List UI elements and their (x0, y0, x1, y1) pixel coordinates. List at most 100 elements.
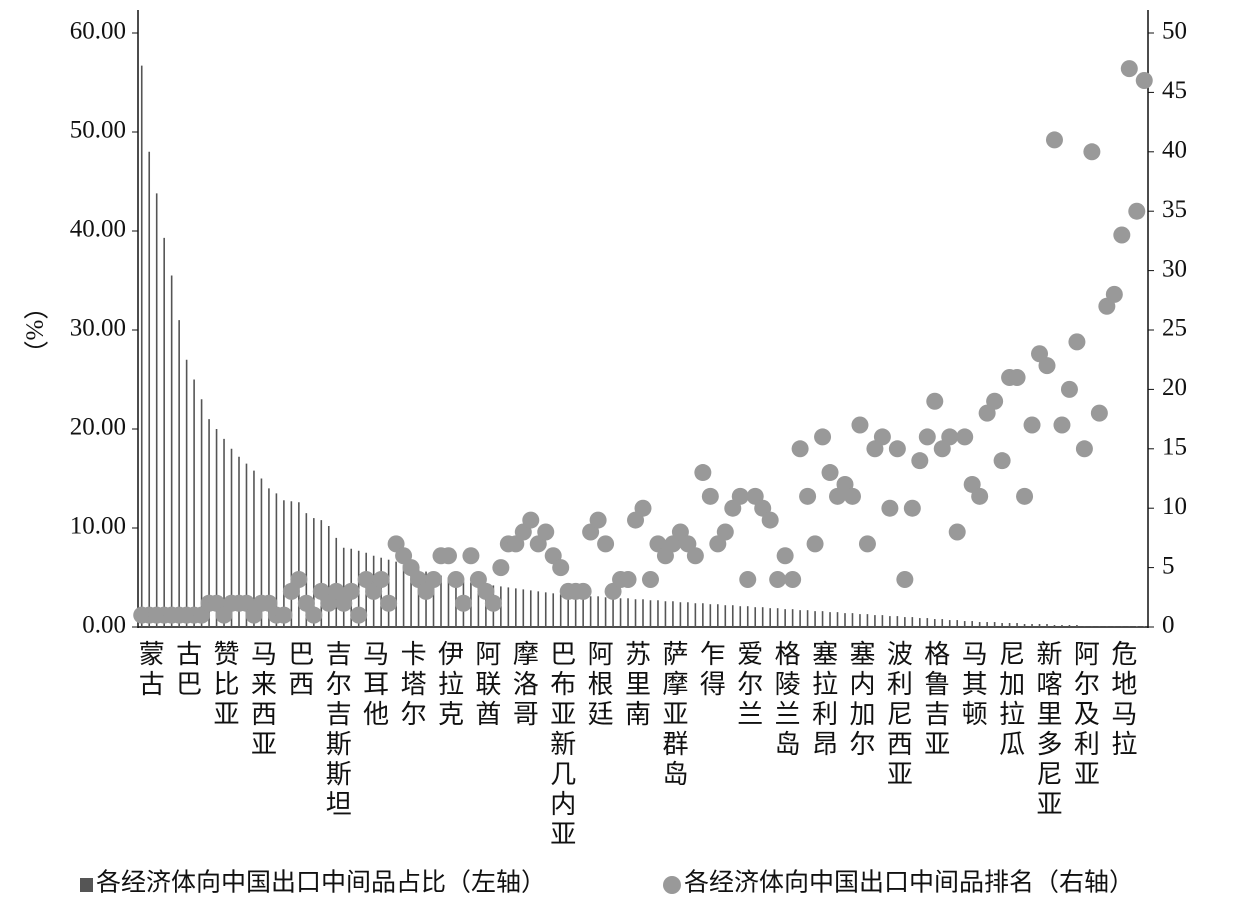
dot (1135, 72, 1153, 90)
dot (926, 392, 944, 410)
y2-tick-label: 20 (1162, 374, 1187, 401)
y2-tick-label: 30 (1162, 255, 1187, 282)
dot (1075, 440, 1093, 458)
y-tick-label: 30.00 (70, 315, 126, 342)
dot (425, 570, 443, 588)
x-tick-label: 马来西亚 (247, 640, 276, 760)
dot (597, 535, 615, 553)
x-tick-label: 阿联酋 (472, 640, 501, 730)
dot (1090, 404, 1108, 422)
dot (956, 428, 974, 446)
x-tick-label: 蒙古 (135, 640, 164, 700)
dot (814, 428, 832, 446)
x-tick-label: 爱尔兰 (734, 640, 763, 730)
dot (1045, 131, 1063, 149)
x-tick-label: 苏里南 (622, 640, 651, 730)
y-tick-label: 40.00 (70, 216, 126, 243)
y-axis-label: （%） (20, 295, 48, 366)
x-tick-label: 吉尔吉斯斯坦 (322, 640, 351, 820)
dot (888, 440, 906, 458)
dot (971, 487, 989, 505)
y2-tick-label: 10 (1162, 493, 1187, 520)
x-tick-label: 尼加拉瓜 (996, 640, 1025, 760)
y2-tick-label: 40 (1162, 137, 1187, 164)
dot (492, 559, 510, 577)
x-tick-label: 马耳他 (360, 640, 389, 730)
dot (918, 428, 936, 446)
x-tick-label: 格鲁吉亚 (921, 640, 950, 760)
dot (484, 594, 502, 612)
dot (948, 523, 966, 541)
x-tick-label: 马其顿 (958, 640, 987, 730)
dot (1016, 487, 1034, 505)
dot (342, 582, 360, 600)
x-tick-label: 摩洛哥 (509, 640, 538, 730)
dot (380, 594, 398, 612)
dot (372, 570, 390, 588)
y-tick-label: 60.00 (70, 18, 126, 45)
dot (776, 547, 794, 565)
x-tick-label: 危地马拉 (1108, 640, 1137, 760)
y-tick-label: 20.00 (70, 414, 126, 441)
x-tick-label: 卡塔尔 (397, 640, 426, 730)
x-tick-label: 波利尼西亚 (883, 640, 912, 790)
y2-tick-label: 50 (1162, 18, 1187, 45)
dot (1105, 285, 1123, 303)
dot (1068, 333, 1086, 351)
x-tick-label: 塞拉利昂 (809, 640, 838, 760)
y2-tick-label: 5 (1162, 552, 1175, 579)
x-tick-label: 巴西 (285, 640, 314, 700)
legend-marker (663, 876, 681, 894)
dot (574, 582, 592, 600)
x-tick-label: 萨摩亚群岛 (659, 640, 688, 790)
dot (305, 606, 323, 624)
dot (911, 452, 929, 470)
dot (619, 570, 637, 588)
dot (769, 570, 787, 588)
dot (1060, 380, 1078, 398)
dot (1113, 226, 1131, 244)
dot (1023, 416, 1041, 434)
x-tick-label: 古巴 (173, 640, 202, 700)
dot (350, 606, 368, 624)
y2-tick-label: 25 (1162, 315, 1187, 342)
dot (731, 487, 749, 505)
y-tick-label: 10.00 (70, 513, 126, 540)
dot (1053, 416, 1071, 434)
dot (1128, 202, 1146, 220)
x-tick-label: 乍得 (696, 640, 725, 700)
dot (1120, 60, 1138, 78)
dot (290, 570, 308, 588)
dot (716, 523, 734, 541)
dot (896, 570, 914, 588)
y2-tick-label: 15 (1162, 434, 1187, 461)
dot (439, 547, 457, 565)
dot (454, 594, 472, 612)
y2-tick-label: 45 (1162, 77, 1187, 104)
dot (843, 487, 861, 505)
dot (686, 547, 704, 565)
dot (537, 523, 555, 541)
dot (701, 487, 719, 505)
dot (806, 535, 824, 553)
dot (791, 440, 809, 458)
dot (986, 392, 1004, 410)
dot (821, 464, 839, 482)
dot (1083, 143, 1101, 161)
x-tick-label: 阿尔及利亚 (1070, 640, 1099, 790)
dot (462, 547, 480, 565)
y2-tick-label: 0 (1162, 612, 1175, 639)
y2-tick-label: 35 (1162, 196, 1187, 223)
dot (694, 464, 712, 482)
dot (641, 570, 659, 588)
dot (873, 428, 891, 446)
x-tick-label: 赞比亚 (210, 640, 239, 730)
legend-marker (80, 878, 93, 892)
x-tick-label: 巴布亚新几内亚 (547, 640, 576, 850)
dot (589, 511, 607, 529)
dot (761, 511, 779, 529)
dot (799, 487, 817, 505)
dot (858, 535, 876, 553)
dot (784, 570, 802, 588)
